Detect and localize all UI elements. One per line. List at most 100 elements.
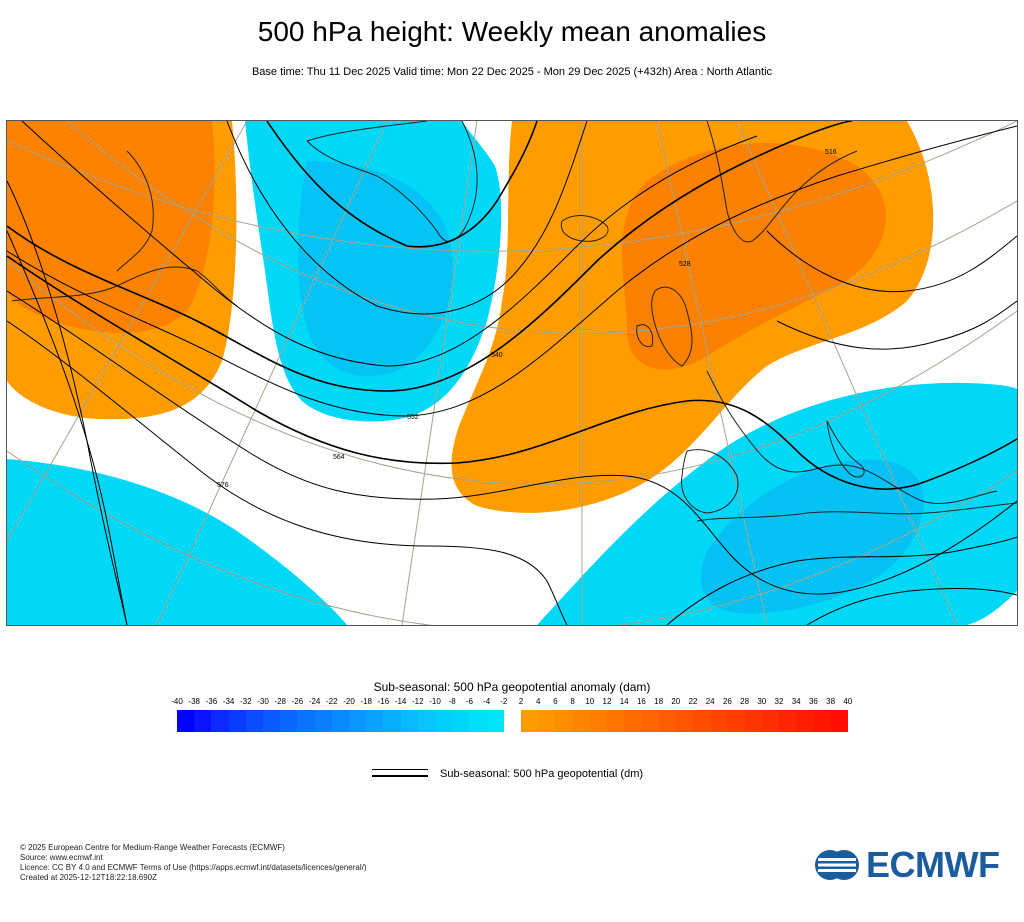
colorbar-ticks: -40 -38 -36 -34 -32 -30 -28 -26 -24 -22 -20 -18 -16-… xyxy=(0,697,1024,709)
contour-label: 576 xyxy=(217,482,229,489)
italy-coast xyxy=(826,420,865,478)
colorbar-tick: -40 xyxy=(171,697,183,706)
colorbar-tick: 10 xyxy=(585,697,595,706)
colorbar-segment-negative xyxy=(177,710,195,732)
colorbar-tick: -28 xyxy=(274,697,286,706)
uk-coast xyxy=(636,286,693,367)
colorbar-segment-positive xyxy=(693,710,711,732)
colorbar xyxy=(0,710,1024,734)
colorbar-segment-negative xyxy=(383,710,402,732)
europe-coast xyxy=(706,370,998,505)
colorbar-tick: -14 xyxy=(394,697,407,706)
colorbar-segment-negative xyxy=(280,710,298,732)
colorbar-title: Sub-seasonal: 500 hPa geopotential anoma… xyxy=(373,680,651,694)
colorbar-tick: -22 xyxy=(326,697,338,706)
colorbar-segment-positive xyxy=(538,710,556,732)
colorbar-segment-negative xyxy=(366,710,384,732)
colorbar-tick: 38 xyxy=(826,697,836,706)
colorbar-tick: -34 xyxy=(222,697,235,706)
colorbar-tick: -30 xyxy=(257,697,269,706)
colorbar-tick: 22 xyxy=(688,697,698,706)
coastlines xyxy=(11,121,1017,522)
colorbar-tick: 20 xyxy=(671,697,681,706)
colorbar-tick: 28 xyxy=(740,697,750,706)
colorbar-segment-positive xyxy=(710,710,728,732)
scandinavia-coast xyxy=(706,121,858,243)
contour-label: 528 xyxy=(679,261,691,268)
colorbar-tick: -32 xyxy=(240,697,252,706)
colorbar-tick: -4 xyxy=(483,697,491,706)
ecmwf-logo: ECMWF xyxy=(814,844,1000,885)
greenland-coast xyxy=(306,121,478,242)
colorbar-tick: 14 xyxy=(619,697,629,706)
colorbar-segment-negative xyxy=(417,710,436,732)
colorbar-tick: 40 xyxy=(843,697,853,706)
colorbar-segment-positive xyxy=(641,710,660,732)
colorbar-tick: 2 xyxy=(518,697,524,706)
map-canvas: 516 540 552 564 576 528 xyxy=(7,121,1017,625)
colorbar-segment-negative xyxy=(314,710,333,732)
contour-label: 540 xyxy=(491,352,503,359)
contour-labels: 516 540 552 564 576 528 xyxy=(217,149,837,489)
iceland-coast xyxy=(560,215,609,242)
footer: © 2025 European Centre for Medium-Range … xyxy=(20,843,367,883)
colorbar-segment-negative xyxy=(228,710,247,732)
colorbar-tick: -8 xyxy=(448,697,456,706)
colorbar-segment-negative xyxy=(486,710,505,732)
colorbar-tick: -38 xyxy=(188,697,200,706)
colorbar-segment-negative xyxy=(400,710,419,732)
colorbar-tick: -36 xyxy=(205,697,218,706)
colorbar-segment-negative xyxy=(435,710,453,732)
colorbar-tick: -12 xyxy=(412,697,424,706)
footer-created: Created at 2025-12-12T18:22:18.690Z xyxy=(20,873,157,882)
colorbar-segment-negative xyxy=(349,710,367,732)
footer-licence: Licence: CC BY 4.0 and ECMWF Terms of Us… xyxy=(20,863,367,872)
colorbar-segment-negative xyxy=(331,710,350,732)
ecmwf-logo-icon xyxy=(815,850,859,880)
colorbar-tick: 34 xyxy=(791,697,801,706)
colorbar-segment-negative xyxy=(297,710,316,732)
colorbar-tick: 8 xyxy=(570,697,575,706)
colorbar-tick: 12 xyxy=(602,697,612,706)
positive-anomaly-west-core xyxy=(7,121,215,333)
colorbar-tick: 6 xyxy=(553,697,558,706)
colorbar-tick: -24 xyxy=(308,697,321,706)
graticule xyxy=(7,121,1017,625)
colorbar-tick: 30 xyxy=(757,697,767,706)
colorbar-segment-positive xyxy=(658,710,677,732)
chart-subtitle: Base time: Thu 11 Dec 2025 Valid time: M… xyxy=(251,66,773,78)
colorbar-tick: 24 xyxy=(705,697,715,706)
colorbar-segment-positive xyxy=(779,710,797,732)
colorbar-segment-positive xyxy=(624,710,642,732)
colorbar-tick: -16 xyxy=(377,697,390,706)
contour-legend-label: Sub-seasonal: 500 hPa geopotential (dm) xyxy=(440,768,644,780)
negative-anomaly-southwest xyxy=(7,459,347,625)
colorbar-segment-negative xyxy=(452,710,470,732)
colorbar-segment-positive xyxy=(572,710,591,732)
colorbar-tick: 4 xyxy=(535,697,541,706)
colorbar-tick: 16 xyxy=(636,697,646,706)
contour-legend-swatch xyxy=(372,768,428,779)
colorbar-tick: -20 xyxy=(343,697,355,706)
contour-label: 552 xyxy=(407,414,419,421)
colorbar-segment-positive xyxy=(555,710,574,732)
colorbar-segment-positive xyxy=(521,710,539,732)
colorbar-segment-positive xyxy=(761,710,780,732)
colorbar-segment-positive xyxy=(727,710,746,732)
negative-anomaly-greenland-core xyxy=(297,161,453,377)
contour-label: 516 xyxy=(825,149,837,156)
colorbar-tick: 26 xyxy=(722,697,732,706)
colorbar-tick: 36 xyxy=(808,697,818,706)
geopotential-contours xyxy=(7,121,1017,625)
iberia-coast xyxy=(681,449,739,514)
colorbar-segment-positive xyxy=(607,710,625,732)
footer-source: Source: www.ecmwf.int xyxy=(20,853,103,862)
anomaly-map: 516 540 552 564 576 528 xyxy=(6,120,1018,626)
colorbar-segment-positive xyxy=(813,710,832,732)
africa-coast xyxy=(696,502,1017,522)
footer-copyright: © 2025 European Centre for Medium-Range … xyxy=(20,843,285,852)
colorbar-tick: -10 xyxy=(429,697,441,706)
colorbar-segment-positive xyxy=(830,710,849,732)
colorbar-segment-positive xyxy=(744,710,763,732)
colorbar-tick: -6 xyxy=(465,697,473,706)
